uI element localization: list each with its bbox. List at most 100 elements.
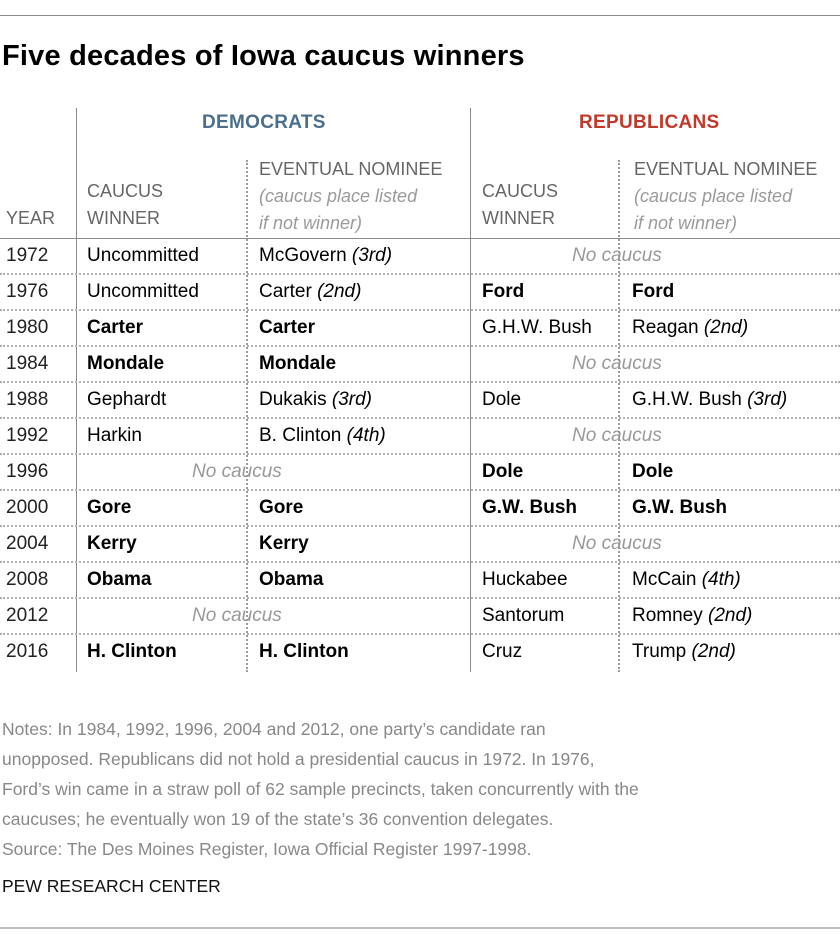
dem-caucus-winner: Carter [87, 317, 143, 338]
table-row: 1972 Uncommitted McGovern (3rd) No caucus [0, 239, 840, 275]
table-row: 1980 Carter Carter G.H.W. Bush Reagan (2nd) [0, 311, 840, 347]
rep-eventual-nominee: Romney (2nd) [632, 605, 752, 627]
caucus-place: (3rd) [351, 245, 393, 266]
nominee-name: G.H.W. Bush [632, 389, 742, 410]
year-cell: 2016 [6, 641, 49, 662]
dem-eventual-nominee: Kerry [259, 533, 309, 555]
table-row: 2016 H. Clinton H. Clinton Cruz Trump (2nd) [0, 635, 840, 671]
dem-caucus-winner: Mondale [87, 353, 165, 374]
year-cell: 1996 [6, 461, 49, 482]
dem-caucus-winner: Uncommitted [87, 245, 199, 266]
footer-credit: PEW RESEARCH CENTER [2, 876, 221, 896]
year-cell: 1972 [6, 245, 49, 266]
rep-caucus-winner: Huckabee [482, 569, 568, 590]
dem-caucus-winner: Gephardt [87, 389, 167, 410]
rep-column-divider [618, 160, 620, 672]
source: Source: The Des Moines Register, Iowa Of… [2, 839, 532, 859]
dem-caucus-winner: Gore [87, 497, 132, 518]
rep-nominee-column-header: EVENTUAL NOMINEE (caucus place listed if… [634, 159, 818, 233]
dem-no-caucus: No caucus [192, 461, 282, 482]
dem-caucus-winner: Uncommitted [87, 281, 199, 302]
nominee-name: Dole [632, 461, 674, 482]
year-cell: 2000 [6, 497, 49, 518]
chart-title: Five decades of Iowa caucus winners [2, 40, 525, 72]
rep-caucus-winner: G.W. Bush [482, 497, 577, 518]
year-cell: 1976 [6, 281, 49, 302]
table-row: 1976 Uncommitted Carter (2nd) Ford Ford [0, 275, 840, 311]
dem-eventual-nominee: Mondale [259, 353, 336, 375]
nominee-name: Trump [632, 641, 687, 662]
caucus-place: (4th) [346, 425, 386, 446]
dem-eventual-nominee: Carter [259, 317, 315, 339]
rep-winner-column-header: CAUCUS WINNER [482, 181, 559, 228]
rep-caucus-winner: Cruz [482, 641, 523, 662]
header-rule [0, 238, 840, 239]
nominee-name: Carter [259, 281, 312, 302]
nominee-name: Carter [259, 317, 315, 338]
caucus-place: (2nd) [691, 641, 736, 662]
nominee-name: Kerry [259, 533, 309, 554]
rep-caucus-winner: G.H.W. Bush [482, 317, 592, 338]
rep-eventual-nominee: G.H.W. Bush (3rd) [632, 389, 787, 411]
caucus-place: (3rd) [747, 389, 788, 410]
rep-eventual-nominee: Trump (2nd) [632, 641, 736, 663]
nominee-name: Gore [259, 497, 304, 518]
republicans-header: REPUBLICANS [579, 112, 720, 133]
year-cell: 2008 [6, 569, 49, 590]
dem-eventual-nominee: H. Clinton [259, 641, 349, 663]
rep-caucus-winner: Ford [482, 281, 525, 302]
table-row: 2000 Gore Gore G.W. Bush G.W. Bush [0, 491, 840, 527]
rep-no-caucus: No caucus [572, 353, 662, 374]
rep-no-caucus: No caucus [572, 533, 662, 554]
dem-eventual-nominee: Gore [259, 497, 303, 519]
year-column-header: YEAR [6, 208, 56, 228]
nominee-name: Ford [632, 281, 675, 302]
party-divider [470, 108, 471, 672]
table-row: 1988 Gephardt Dukakis (3rd) Dole G.H.W. Bush… [0, 383, 840, 419]
table-row: 1996 No caucus Dole Dole [0, 455, 840, 491]
dem-column-divider [246, 160, 248, 672]
top-rule [0, 15, 840, 16]
table-row: 1992 Harkin B. Clinton (4th) No caucus [0, 419, 840, 455]
caucus-place: (4th) [701, 569, 741, 590]
dem-eventual-nominee: Obama [259, 569, 323, 591]
dem-no-caucus: No caucus [192, 605, 282, 626]
dem-winner-column-header: CAUCUS WINNER [87, 181, 164, 228]
table-row: 1984 Mondale Mondale No caucus [0, 347, 840, 383]
rep-caucus-winner: Dole [482, 461, 524, 482]
nominee-name: Romney [632, 605, 703, 626]
nominee-name: Dukakis [259, 389, 327, 410]
dem-caucus-winner: Obama [87, 569, 152, 590]
democrats-header: DEMOCRATS [202, 112, 326, 133]
dem-eventual-nominee: McGovern (3rd) [259, 245, 392, 267]
nominee-name: H. Clinton [259, 641, 349, 662]
notes: Notes: In 1984, 1992, 1996, 2004 and 201… [2, 714, 840, 864]
caucus-place: (3rd) [331, 389, 372, 410]
rep-eventual-nominee: Ford [632, 281, 674, 303]
dem-caucus-winner: H. Clinton [87, 641, 177, 662]
nominee-name: Reagan [632, 317, 699, 338]
table-row: 2008 Obama Obama Huckabee McCain (4th) [0, 563, 840, 599]
caucus-place: (2nd) [317, 281, 362, 302]
dem-nominee-column-header: EVENTUAL NOMINEE (caucus place listed if… [259, 159, 443, 233]
caucus-place: (2nd) [708, 605, 753, 626]
nominee-name: Obama [259, 569, 324, 590]
year-cell: 2012 [6, 605, 49, 626]
rep-no-caucus: No caucus [572, 245, 662, 266]
year-divider [76, 108, 77, 672]
rep-eventual-nominee: Dole [632, 461, 673, 483]
rep-no-caucus: No caucus [572, 425, 662, 446]
dem-eventual-nominee: B. Clinton (4th) [259, 425, 386, 447]
bottom-rule [0, 927, 840, 929]
year-cell: 2004 [6, 533, 49, 554]
rep-eventual-nominee: McCain (4th) [632, 569, 741, 591]
dem-caucus-winner: Kerry [87, 533, 137, 554]
nominee-name: G.W. Bush [632, 497, 727, 518]
nominee-name: B. Clinton [259, 425, 342, 446]
year-cell: 1980 [6, 317, 49, 338]
nominee-name: McGovern [259, 245, 347, 266]
year-cell: 1992 [6, 425, 49, 446]
nominee-name: McCain [632, 569, 697, 590]
rep-caucus-winner: Dole [482, 389, 522, 410]
dem-caucus-winner: Harkin [87, 425, 142, 446]
